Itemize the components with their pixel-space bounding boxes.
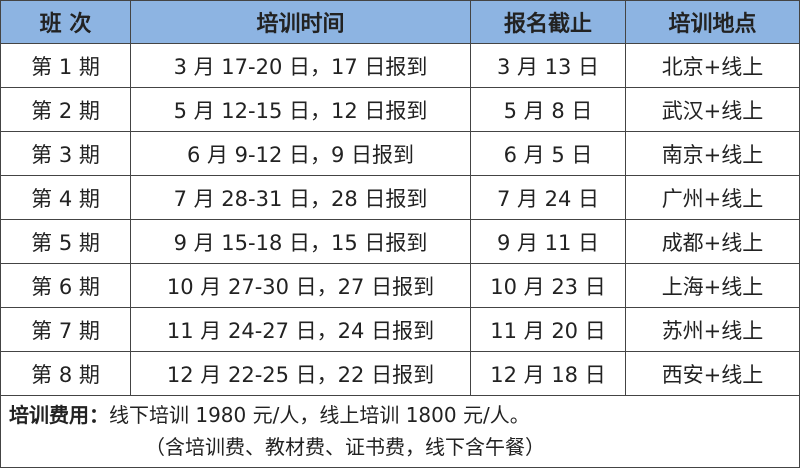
header-location: 培训地点: [625, 0, 800, 44]
cell-location: 武汉+线上: [625, 87, 800, 132]
cell-class: 第 4 期: [0, 175, 131, 220]
cell-deadline: 7 月 24 日: [470, 175, 626, 220]
cell-time: 11 月 24-27 日，24 日报到: [130, 307, 471, 352]
fee-cell: 培训费用：线下培训 1980 元/人，线上培训 1800 元/人。 （含培训费、…: [0, 395, 800, 468]
header-time: 培训时间: [130, 0, 471, 44]
cell-class: 第 7 期: [0, 307, 131, 352]
cell-time: 12 月 22-25 日，22 日报到: [130, 351, 471, 396]
cell-time: 6 月 9-12 日，9 日报到: [130, 131, 471, 176]
cell-location: 苏州+线上: [625, 307, 800, 352]
fee-note: （含培训费、教材费、证书费，线下含午餐）: [145, 435, 545, 459]
cell-time: 7 月 28-31 日，28 日报到: [130, 175, 471, 220]
cell-deadline: 9 月 11 日: [470, 219, 626, 264]
cell-deadline: 3 月 13 日: [470, 43, 626, 88]
cell-location: 西安+线上: [625, 351, 800, 396]
cell-class: 第 5 期: [0, 219, 131, 264]
header-class: 班 次: [0, 0, 131, 44]
cell-location: 上海+线上: [625, 263, 800, 308]
cell-class: 第 3 期: [0, 131, 131, 176]
cell-location: 北京+线上: [625, 43, 800, 88]
cell-deadline: 11 月 20 日: [470, 307, 626, 352]
cell-time: 5 月 12-15 日，12 日报到: [130, 87, 471, 132]
cell-location: 南京+线上: [625, 131, 800, 176]
cell-time: 10 月 27-30 日，27 日报到: [130, 263, 471, 308]
header-row: 班 次 培训时间 报名截止 培训地点: [0, 0, 800, 44]
cell-class: 第 6 期: [0, 263, 131, 308]
cell-deadline: 5 月 8 日: [470, 87, 626, 132]
table-row: 第 7 期 11 月 24-27 日，24 日报到 11 月 20 日苏州+线上: [0, 307, 800, 352]
cell-time: 9 月 15-18 日，15 日报到: [130, 219, 471, 264]
cell-location: 成都+线上: [625, 219, 800, 264]
cell-class: 第 8 期: [0, 351, 131, 396]
cell-location: 广州+线上: [625, 175, 800, 220]
cell-class: 第 1 期: [0, 43, 131, 88]
cell-deadline: 10 月 23 日: [470, 263, 626, 308]
table-row: 第 8 期 12 月 22-25 日，22 日报到 12 月 18 日西安+线上: [0, 351, 800, 396]
fee-label: 培训费用：: [9, 403, 109, 427]
table-row: 第 6 期 10 月 27-30 日，27 日报到 10 月 23 日上海+线上: [0, 263, 800, 308]
cell-class: 第 2 期: [0, 87, 131, 132]
footer-row: 培训费用：线下培训 1980 元/人，线上培训 1800 元/人。 （含培训费、…: [0, 395, 800, 468]
header-deadline: 报名截止: [470, 0, 626, 44]
cell-time: 3 月 17-20 日，17 日报到: [130, 43, 471, 88]
cell-deadline: 6 月 5 日: [470, 131, 626, 176]
cell-deadline: 12 月 18 日: [470, 351, 626, 396]
fee-text: 线下培训 1980 元/人，线上培训 1800 元/人。: [109, 403, 530, 427]
